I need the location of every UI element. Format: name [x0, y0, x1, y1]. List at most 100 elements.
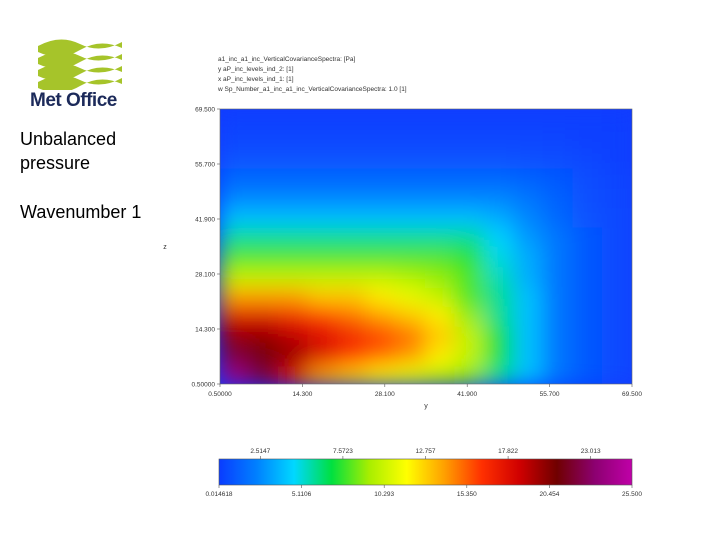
heatmap-cell [542, 109, 575, 130]
heatmap-cell [366, 245, 398, 268]
heatmap-cell [277, 166, 310, 189]
heatmap-cell [395, 109, 427, 130]
heatmap-cell [542, 186, 575, 209]
heatmap-cell [425, 225, 457, 248]
heatmap-cell [425, 206, 457, 228]
heatmap-cell [513, 284, 545, 307]
heatmap-cell [277, 265, 310, 287]
heatmap-cell [366, 265, 398, 287]
heatmap-cell [513, 147, 545, 169]
heatmap-cell [542, 265, 575, 287]
heatmap-cell [307, 127, 339, 150]
colorbar-top-label: 23.013 [581, 448, 601, 455]
heatmap-cell [395, 343, 427, 366]
heatmap-cell [307, 225, 339, 248]
colorbar-top-label: 17.822 [498, 448, 518, 455]
heatmap-cell [542, 304, 575, 327]
y-ticks: 0.50000 14.300 28.100 41.900 55.700 69.500 [192, 107, 220, 389]
heatmap-cells [220, 109, 632, 384]
x-tick-label: 55.700 [540, 391, 560, 398]
heatmap-cell [572, 324, 604, 346]
heatmap-cell [307, 245, 339, 268]
heatmap-cell [366, 186, 398, 209]
heatmap-cell [277, 147, 310, 169]
heatmap-cell [395, 225, 427, 248]
heatmap-cell [601, 343, 632, 366]
x-tick-label: 28.100 [375, 391, 395, 398]
heatmap-cell [542, 343, 575, 366]
heatmap-cell [601, 284, 632, 307]
heatmap-cell [483, 225, 516, 248]
heatmap-cell [248, 245, 280, 268]
heatmap-cell [307, 284, 339, 307]
header-line-2: y aP_inc_levels_ind_2: [1] [218, 66, 294, 73]
heatmap-cell [601, 147, 632, 169]
heatmap-cell [366, 284, 398, 307]
heatmap-cell [220, 127, 251, 150]
heatmap-cell [307, 166, 339, 189]
heatmap-cell [336, 245, 369, 268]
heatmap-cell [483, 127, 516, 150]
heatmap-cell [336, 225, 369, 248]
heatmap-cell [277, 284, 310, 307]
heatmap-cell [336, 284, 369, 307]
heatmap-cell [425, 245, 457, 268]
heatmap-cell [307, 206, 339, 228]
heatmap-cell [572, 166, 604, 189]
colorbar-bottom-label: 20.454 [539, 491, 559, 498]
heatmap-cell [336, 147, 369, 169]
heatmap-cell [542, 147, 575, 169]
heatmap-cell [366, 147, 398, 169]
heatmap-cell [248, 343, 280, 366]
heatmap-cell [542, 245, 575, 268]
heatmap-cell [336, 206, 369, 228]
heatmap-cell [483, 166, 516, 189]
heatmap-cell [336, 324, 369, 346]
heatmap-cell [542, 127, 575, 150]
colorbar-top-label: 12.757 [416, 448, 436, 455]
heatmap-cell [395, 166, 427, 189]
heatmap-cell [425, 324, 457, 346]
colorbar-bottom-label: 15.350 [457, 491, 477, 498]
heatmap-cell [483, 147, 516, 169]
heatmap-cell [572, 363, 604, 384]
heatmap-cell [572, 206, 604, 228]
heatmap-cell [248, 206, 280, 228]
heatmap-cell [220, 206, 251, 228]
heatmap-cell [220, 304, 251, 327]
heatmap-cell [277, 225, 310, 248]
heatmap-cell [248, 186, 280, 209]
y-tick-label: 69.500 [195, 107, 215, 114]
x-ticks: 0.50000 14.300 28.100 41.900 55.700 69.500 [208, 384, 642, 398]
heatmap-cell [220, 284, 251, 307]
heatmap-cell [277, 363, 310, 384]
heatmap-cell [366, 166, 398, 189]
heatmap-cell [336, 127, 369, 150]
heatmap-cell [513, 245, 545, 268]
heatmap-cell [513, 206, 545, 228]
met-office-logo: Met Office [30, 34, 130, 114]
heatmap-cell [425, 265, 457, 287]
heatmap-cell [572, 343, 604, 366]
heatmap-cell [248, 147, 280, 169]
heatmap-cell [513, 127, 545, 150]
heatmap-cell [454, 225, 486, 248]
heatmap-cell [483, 186, 516, 209]
panel-subtitle: Wavenumber 1 [20, 202, 142, 222]
heatmap-cell [277, 206, 310, 228]
heatmap-cell [336, 186, 369, 209]
heatmap-cell [307, 109, 339, 130]
heatmap-cell [425, 147, 457, 169]
heatmap-cell [454, 265, 486, 287]
heatmap-cell [513, 265, 545, 287]
heatmap-cell [601, 109, 632, 130]
y-tick-label: 28.100 [195, 272, 215, 279]
heatmap-cell [220, 109, 251, 130]
heatmap-cell [220, 166, 251, 189]
heatmap-cell [307, 324, 339, 346]
panel-title: Unbalanced pressure [20, 129, 117, 173]
heatmap-cell [248, 265, 280, 287]
heatmap-cell [336, 265, 369, 287]
heatmap-cell [425, 127, 457, 150]
colorbar-top-label: 7.5723 [333, 448, 353, 455]
